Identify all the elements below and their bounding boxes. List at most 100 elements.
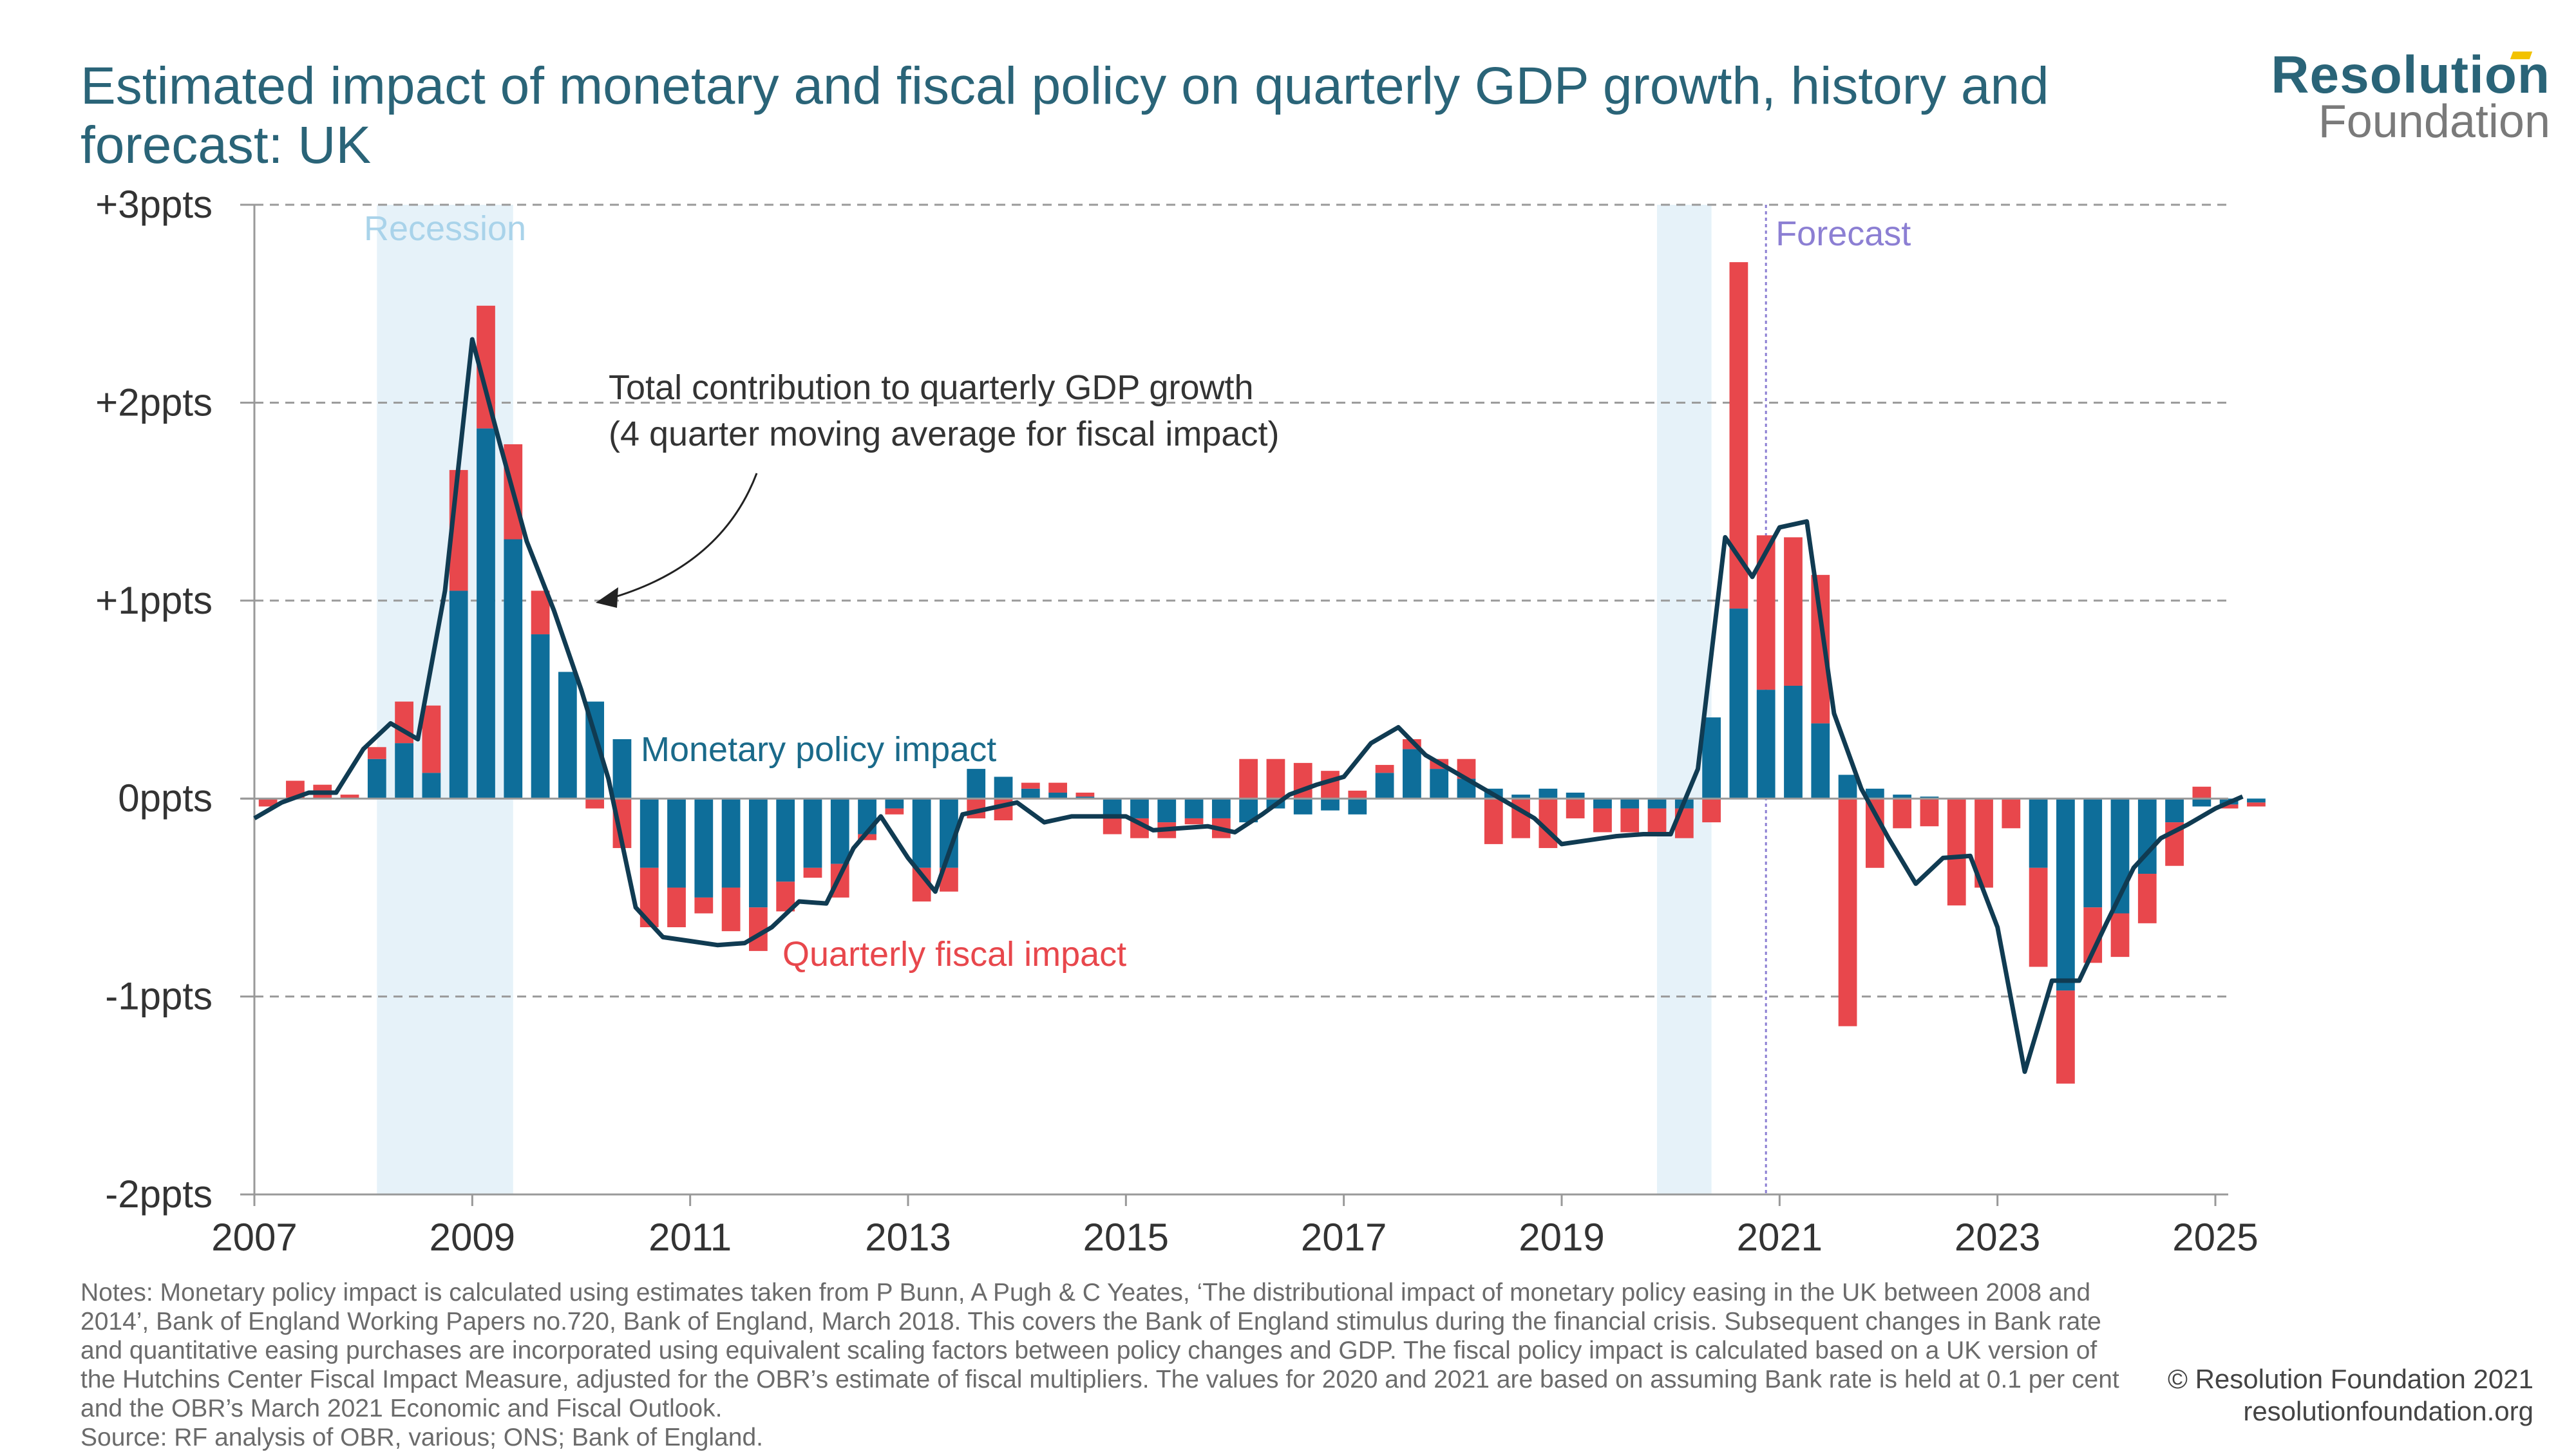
fiscal-bar xyxy=(1375,764,1394,773)
monetary-bar xyxy=(1075,797,1095,799)
website-line: resolutionfoundation.org xyxy=(2243,1396,2533,1426)
monetary-bar xyxy=(2056,798,2075,991)
x-tick-label-8: 2023 xyxy=(1955,1216,2040,1259)
monetary-bar xyxy=(2247,798,2266,803)
monetary-bar xyxy=(749,798,768,908)
total-line-label-1: Total contribution to quarterly GDP grow… xyxy=(609,368,1254,407)
monetary-label: Monetary policy impact xyxy=(641,730,996,769)
fiscal-bar xyxy=(1647,808,1667,833)
monetary-bar xyxy=(1021,788,1040,799)
fiscal-bar xyxy=(694,897,714,914)
annotation-arrow xyxy=(608,473,758,600)
fiscal-bar xyxy=(2110,913,2130,957)
monetary-bar xyxy=(694,798,714,898)
monetary-bar xyxy=(1430,769,1449,799)
monetary-bar xyxy=(667,798,686,888)
chart-notes: Notes: Monetary policy impact is calcula… xyxy=(80,1278,2128,1452)
monetary-bar xyxy=(1348,798,1367,815)
fiscal-bar xyxy=(1593,808,1612,833)
fiscal-bar xyxy=(1920,798,1939,827)
fiscal-bar xyxy=(531,590,550,635)
x-tick-label-4: 2015 xyxy=(1083,1216,1169,1259)
fiscal-bar xyxy=(1702,798,1721,823)
fiscal-bar xyxy=(258,798,278,807)
fiscal-bar xyxy=(585,798,605,809)
monetary-bar xyxy=(1375,773,1394,799)
recession-band-1 xyxy=(1657,205,1712,1194)
monetary-bar xyxy=(1211,798,1231,818)
recession-shading xyxy=(377,205,1712,1194)
monetary-bar xyxy=(967,769,986,799)
fiscal-bar xyxy=(721,887,741,932)
monetary-bar xyxy=(1539,788,1558,799)
fiscal-bar xyxy=(858,834,876,840)
notes-text: Notes: Monetary policy impact is calcula… xyxy=(80,1279,2119,1422)
monetary-bar xyxy=(776,798,795,882)
fiscal-bar xyxy=(1021,782,1040,789)
fiscal-bar xyxy=(2002,798,2021,829)
fiscal-bar xyxy=(340,795,359,799)
x-tick-label-6: 2019 xyxy=(1519,1216,1604,1259)
x-tick-label-3: 2013 xyxy=(865,1216,951,1259)
monetary-bar xyxy=(1184,798,1204,818)
monetary-bar xyxy=(885,798,904,809)
monetary-bar xyxy=(477,428,495,799)
forecast-label: Forecast xyxy=(1776,214,1911,253)
fiscal-bar xyxy=(1566,798,1585,818)
fiscal-bar xyxy=(2247,802,2266,807)
monetary-bar xyxy=(2165,798,2184,823)
fiscal-bar xyxy=(1784,537,1803,686)
monetary-bar xyxy=(1157,798,1177,823)
monetary-bar xyxy=(531,634,550,799)
bars xyxy=(258,262,2266,1084)
fiscal-bar xyxy=(2192,786,2211,799)
total-contribution-line xyxy=(253,337,2244,1074)
monetary-bar xyxy=(1729,608,1748,799)
total-line xyxy=(253,337,2244,1074)
fiscal-bar xyxy=(1893,798,1912,829)
monetary-bar xyxy=(504,539,523,799)
source-text: Source: RF analysis of OBR, various; ONS… xyxy=(80,1424,763,1451)
x-tick-label-0: 2007 xyxy=(211,1216,297,1259)
fiscal-bar xyxy=(1184,818,1204,825)
fiscal-bar xyxy=(885,808,904,815)
monetary-bar xyxy=(1811,723,1830,799)
monetary-bar xyxy=(994,777,1013,799)
fiscal-bar xyxy=(2219,804,2239,809)
x-tick-label-5: 2017 xyxy=(1301,1216,1387,1259)
fiscal-bar xyxy=(2056,990,2075,1084)
x-tick-label-1: 2009 xyxy=(430,1216,515,1259)
fiscal-bar xyxy=(1266,759,1285,799)
monetary-bar xyxy=(1293,798,1312,815)
monetary-bar xyxy=(1920,797,1939,799)
monetary-bar xyxy=(1838,775,1857,799)
monetary-bar xyxy=(1593,798,1612,809)
monetary-bar xyxy=(1321,798,1340,811)
logo-main-text: Resolution xyxy=(2271,46,2550,104)
x-tick-label-2: 2011 xyxy=(649,1216,732,1259)
monetary-bar xyxy=(1130,798,1149,818)
copyright-block: © Resolution Foundation 2021 resolutionf… xyxy=(2168,1363,2533,1428)
gridlines xyxy=(254,203,2228,1196)
monetary-bar xyxy=(1865,788,1884,799)
monetary-bar xyxy=(830,798,849,864)
monetary-bar xyxy=(449,590,468,799)
fiscal-bar xyxy=(422,705,441,773)
fiscal-bar xyxy=(1947,798,1966,906)
monetary-bar xyxy=(803,798,822,868)
fiscal-bar xyxy=(1620,808,1640,833)
y-tick-label-2: +1ppts xyxy=(95,579,213,622)
y-tick-label-4: -1ppts xyxy=(105,975,213,1018)
fiscal-bar xyxy=(1348,790,1367,799)
monetary-bar xyxy=(1756,690,1776,799)
monetary-bar xyxy=(2029,798,2048,868)
y-tick-label-5: -2ppts xyxy=(105,1173,213,1216)
fiscal-bar xyxy=(667,887,686,928)
fiscal-bar xyxy=(1075,792,1095,797)
fiscal-bar xyxy=(367,747,386,759)
monetary-bar xyxy=(2192,798,2211,807)
monetary-bar xyxy=(367,759,386,799)
fiscal-bar xyxy=(1756,535,1776,690)
